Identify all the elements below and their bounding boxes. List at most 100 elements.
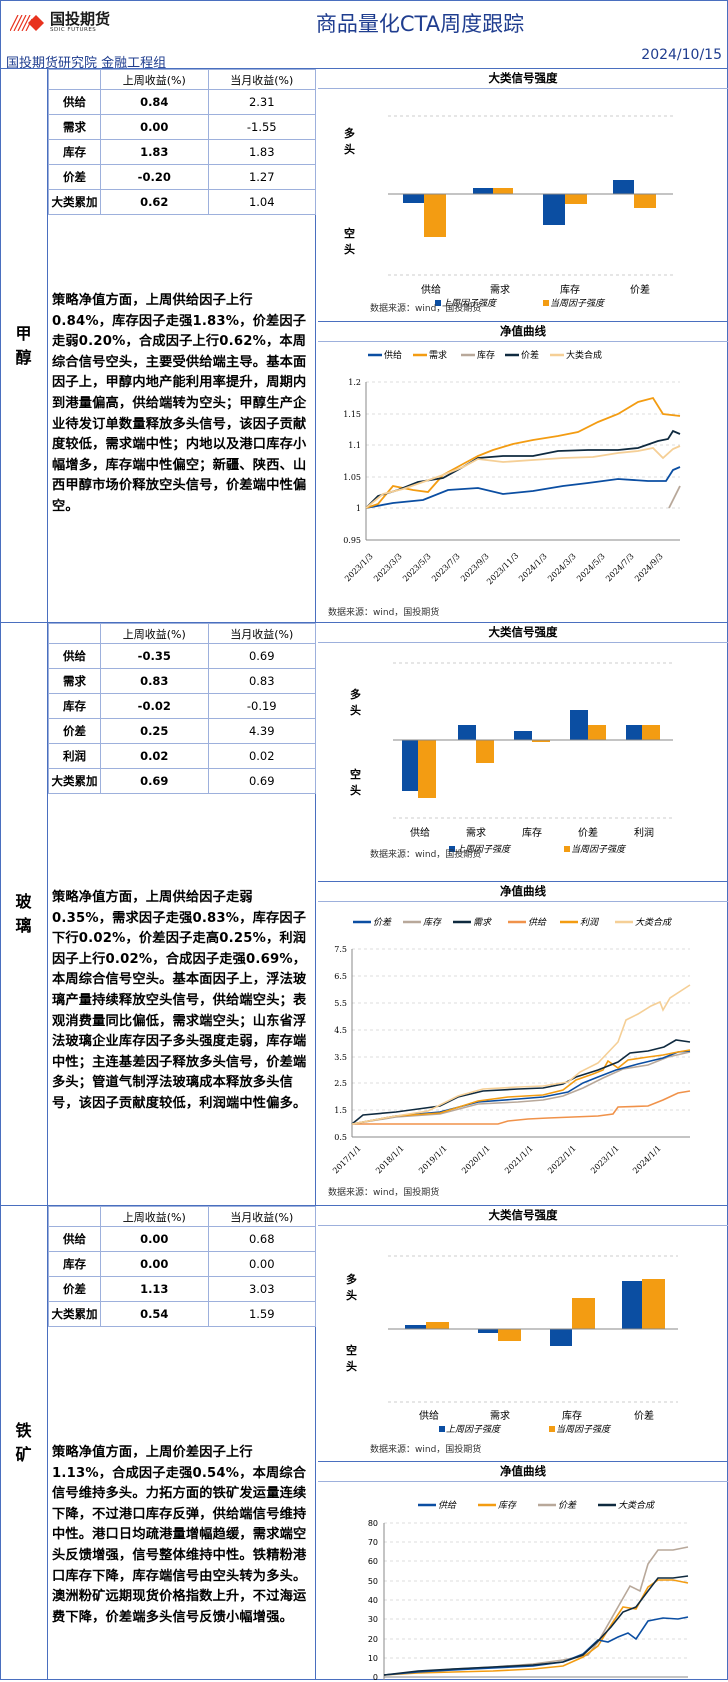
cell-last-week: 0.62 — [100, 189, 209, 215]
signal-bar-chart: 多 头 空 头 供给 需求 库存 价差 上周因子强度 当周因子强度 — [344, 115, 673, 309]
category-char: 璃 — [15, 916, 32, 935]
row-label: 价差 — [48, 1276, 101, 1302]
signal-strength-panel: 大类信号强度 多 头 空 头 供给 需求 库存 价差 上周因子强度 当周因子强度 — [318, 69, 728, 321]
svg-text:头: 头 — [346, 1359, 357, 1373]
section-methanol: 甲 醇 上周收益(%) 当月收益(%) 供给 0.84 2.31 需求 0.00 -1.5… — [0, 68, 728, 622]
row-label: 价差 — [48, 718, 101, 744]
data-source: 数据来源：wind，国投期货 — [370, 1445, 482, 1455]
row-label: 需求 — [48, 114, 101, 140]
cell-month: 0.02 — [207, 743, 316, 769]
svg-text:库存: 库存 — [560, 283, 580, 296]
cell-last-week: 0.83 — [100, 668, 209, 694]
svg-text:价差: 价差 — [558, 1500, 577, 1511]
svg-text:1: 1 — [356, 504, 361, 513]
returns-table: 上周收益(%) 当月收益(%) 供给 -0.35 0.69 需求 0.83 0.83 库存… — [48, 623, 316, 794]
cell-last-week: 0.54 — [100, 1301, 209, 1327]
svg-text:多: 多 — [346, 1272, 357, 1286]
svg-text:空: 空 — [350, 767, 361, 781]
svg-text:7.5: 7.5 — [334, 945, 347, 954]
svg-text:80: 80 — [368, 1519, 378, 1528]
category-char: 醇 — [15, 347, 32, 367]
cell-month: 0.69 — [207, 643, 316, 669]
page-title: 商品量化CTA周度跟踪 — [315, 12, 525, 36]
svg-text:10: 10 — [368, 1654, 378, 1663]
returns-column: 上周收益(%) 当月收益(%) 供给 -0.35 0.69 需求 0.83 0.83 库存… — [48, 623, 316, 1205]
col-header-month: 当月收益(%) — [207, 1206, 316, 1227]
logo-chinese-name: 国投期货 — [50, 10, 111, 28]
table-header-row: 上周收益(%) 当月收益(%) — [48, 623, 316, 644]
cell-month: 1.04 — [207, 189, 316, 215]
strategy-commentary: 策略净值方面，上周供给因子走弱0.35%，需求因子走强0.83%，库存因子下行0… — [52, 890, 307, 1111]
svg-text:50: 50 — [368, 1577, 378, 1586]
category-char: 矿 — [15, 1445, 32, 1464]
svg-text:1.1: 1.1 — [348, 441, 361, 450]
table-row: 库存 0.00 0.00 — [48, 1251, 316, 1277]
svg-text:价差: 价差 — [630, 283, 650, 296]
table-row: 供给 0.00 0.68 — [48, 1226, 316, 1252]
svg-text:1.2: 1.2 — [348, 378, 361, 387]
row-label: 库存 — [48, 1251, 101, 1277]
svg-text:2018/1/1: 2018/1/1 — [374, 1144, 406, 1176]
svg-text:头: 头 — [346, 1288, 357, 1302]
table-header-row: 上周收益(%) 当月收益(%) — [48, 1206, 316, 1227]
nav-line-chart: 供给 库存 价差 大类合成 80 70 60 50 40 30 20 10 0 — [368, 1500, 689, 1682]
svg-text:上周因子强度: 上周因子强度 — [442, 298, 498, 309]
svg-text:多: 多 — [344, 126, 355, 140]
cell-month: -0.19 — [207, 693, 316, 719]
cell-month: 1.27 — [207, 164, 316, 190]
svg-text:库存: 库存 — [477, 349, 495, 361]
cell-month: 0.69 — [207, 768, 316, 794]
data-source: 数据来源：wind，国投期货 — [370, 850, 482, 860]
cell-month: 2.31 — [207, 89, 316, 115]
nav-curve-panel: 净值曲线 供给 库存 价差 大类合成 80 70 60 50 40 30 20 10 0 — [318, 1461, 728, 1682]
svg-text:2024/1/1: 2024/1/1 — [631, 1144, 663, 1176]
svg-text:2017/1/1: 2017/1/1 — [331, 1144, 363, 1176]
svg-text:库存: 库存 — [498, 1500, 518, 1511]
svg-text:2023/1/3: 2023/1/3 — [343, 552, 375, 584]
table-row: 大类累加 0.62 1.04 — [48, 189, 316, 215]
report-date: 2024/10/15 — [641, 47, 722, 63]
row-label: 需求 — [48, 668, 101, 694]
category-char: 铁 — [15, 1421, 32, 1440]
returns-column: 上周收益(%) 当月收益(%) 供给 0.84 2.31 需求 0.00 -1.55 库存… — [48, 69, 316, 622]
col-header-month: 当月收益(%) — [207, 69, 316, 90]
svg-text:供给: 供给 — [438, 1500, 457, 1511]
svg-text:1.15: 1.15 — [343, 410, 361, 419]
col-header-last-week: 上周收益(%) — [100, 623, 209, 644]
cell-month: 3.03 — [207, 1276, 316, 1302]
svg-text:20: 20 — [368, 1635, 378, 1644]
svg-text:多: 多 — [350, 687, 361, 701]
svg-text:需求: 需求 — [490, 1410, 510, 1422]
svg-text:上周因子强度: 上周因子强度 — [446, 1424, 502, 1435]
row-label: 供给 — [48, 643, 101, 669]
svg-text:1.5: 1.5 — [334, 1106, 347, 1115]
panel-title: 大类信号强度 — [318, 623, 728, 643]
cell-last-week: -0.20 — [100, 164, 209, 190]
svg-text:头: 头 — [350, 783, 361, 797]
data-source: 数据来源：wind，国投期货 — [370, 304, 482, 314]
returns-column: 上周收益(%) 当月收益(%) 供给 0.00 0.68 库存 0.00 0.00 价差 1… — [48, 1206, 316, 1680]
panel-title: 净值曲线 — [318, 1462, 728, 1482]
svg-text:价差: 价差 — [373, 917, 392, 928]
cell-month: 0.68 — [207, 1226, 316, 1252]
svg-text:2023/1/1: 2023/1/1 — [589, 1144, 621, 1176]
panel-title: 大类信号强度 — [318, 69, 728, 89]
svg-text:30: 30 — [368, 1615, 378, 1624]
signal-strength-panel: 大类信号强度 多 头 空 头 供给 需求 库存 价差 利润 上周因子强度 — [318, 623, 728, 881]
table-row: 大类累加 0.54 1.59 — [48, 1301, 316, 1327]
panel-title: 净值曲线 — [318, 882, 728, 902]
cell-last-week: 0.84 — [100, 89, 209, 115]
svg-text:0: 0 — [373, 1673, 378, 1682]
org-name: 国投期货研究院 金融工程组 — [6, 56, 167, 71]
table-row: 库存 -0.02 -0.19 — [48, 693, 316, 719]
cell-month: -1.55 — [207, 114, 316, 140]
svg-text:大类合成: 大类合成 — [618, 1500, 656, 1511]
sdic-diamond-logo-icon — [10, 14, 44, 31]
cell-month: 4.39 — [207, 718, 316, 744]
svg-text:40: 40 — [368, 1596, 378, 1605]
svg-text:2021/1/1: 2021/1/1 — [503, 1144, 535, 1176]
svg-text:供给: 供给 — [410, 826, 430, 839]
cell-last-week: 1.83 — [100, 139, 209, 165]
nav-line-chart: 价差 库存 需求 供给 利润 大类合成 7.5 6.5 5.5 4.5 3.5 2.5 1.… — [331, 917, 691, 1176]
svg-text:2024/3/3: 2024/3/3 — [546, 552, 578, 584]
